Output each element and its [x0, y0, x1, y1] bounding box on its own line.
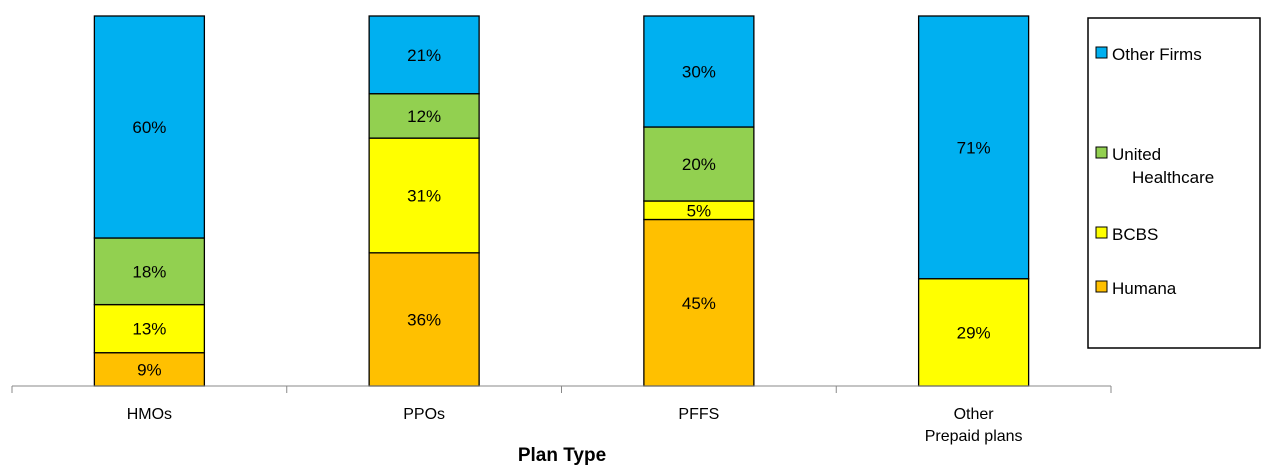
bar-other-prepaid-plans-bcbs [917, 278, 1030, 387]
legend-label-united-healthcare: United Healthcare [1112, 145, 1214, 187]
data-label-pffs-united-healthcare: 20% [682, 155, 716, 174]
bar-pffs-other-firms [643, 15, 755, 128]
x-axis-title: Plan Type [518, 445, 606, 466]
x-tick-label-hmos: HMOs [127, 406, 172, 423]
legend-label-humana: Humana [1112, 279, 1177, 298]
data-label-other-prepaid-plans-other-firms: 71% [957, 138, 991, 157]
x-tick-label-ppos: PPOs [403, 406, 445, 423]
data-label-hmos-humana: 9% [137, 360, 162, 379]
data-label-other-prepaid-plans-bcbs: 29% [957, 323, 991, 342]
data-label-hmos-other-firms: 60% [132, 118, 166, 137]
legend-swatch-humana [1095, 280, 1108, 293]
data-label-pffs-bcbs: 5% [687, 201, 712, 220]
legend-box [1087, 17, 1261, 349]
bar-ppos-bcbs [368, 137, 480, 254]
legend-swatch-bcbs [1095, 226, 1108, 239]
data-label-ppos-bcbs: 31% [407, 186, 441, 205]
data-label-ppos-united-healthcare: 12% [407, 107, 441, 126]
bar-hmos-other-firms [93, 15, 206, 239]
x-axis-tick-labels: HMOs PPOs PFFS Other Prepaid plans [127, 406, 1023, 445]
x-axis-ticks [11, 386, 1112, 393]
x-tick-label-pffs: PFFS [678, 406, 719, 423]
bar-other-prepaid-plans-other-firms [917, 15, 1030, 280]
legend-label-bcbs: BCBS [1112, 225, 1158, 244]
data-label-hmos-united-healthcare: 18% [132, 262, 166, 281]
data-label-pffs-humana: 45% [682, 294, 716, 313]
legend: Other Firms United Healthcare BCBS Humana [1087, 17, 1261, 349]
bar-ppos-united-healthcare [368, 93, 480, 139]
legend-swatch-united-healthcare [1095, 146, 1108, 159]
bar-hmos-bcbs [93, 303, 206, 354]
bar-ppos-humana [368, 252, 480, 387]
bar-hmos-humana [93, 352, 206, 387]
x-tick-label-other-prepaid-plans: Other Prepaid plans [925, 406, 1023, 445]
bar-ppos-other-firms [368, 15, 480, 95]
legend-label-other-firms: Other Firms [1112, 45, 1202, 64]
data-label-ppos-humana: 36% [407, 310, 441, 329]
legend-swatch-other-firms [1095, 46, 1108, 59]
data-label-pffs-other-firms: 30% [682, 63, 716, 82]
data-label-hmos-bcbs: 13% [132, 320, 166, 339]
bars-layer: 9% 13% 18% 60% 36% 31% 12% 21% 45% 5% 20% 30% 29% 71% [93, 15, 1030, 387]
data-label-ppos-other-firms: 21% [407, 46, 441, 65]
